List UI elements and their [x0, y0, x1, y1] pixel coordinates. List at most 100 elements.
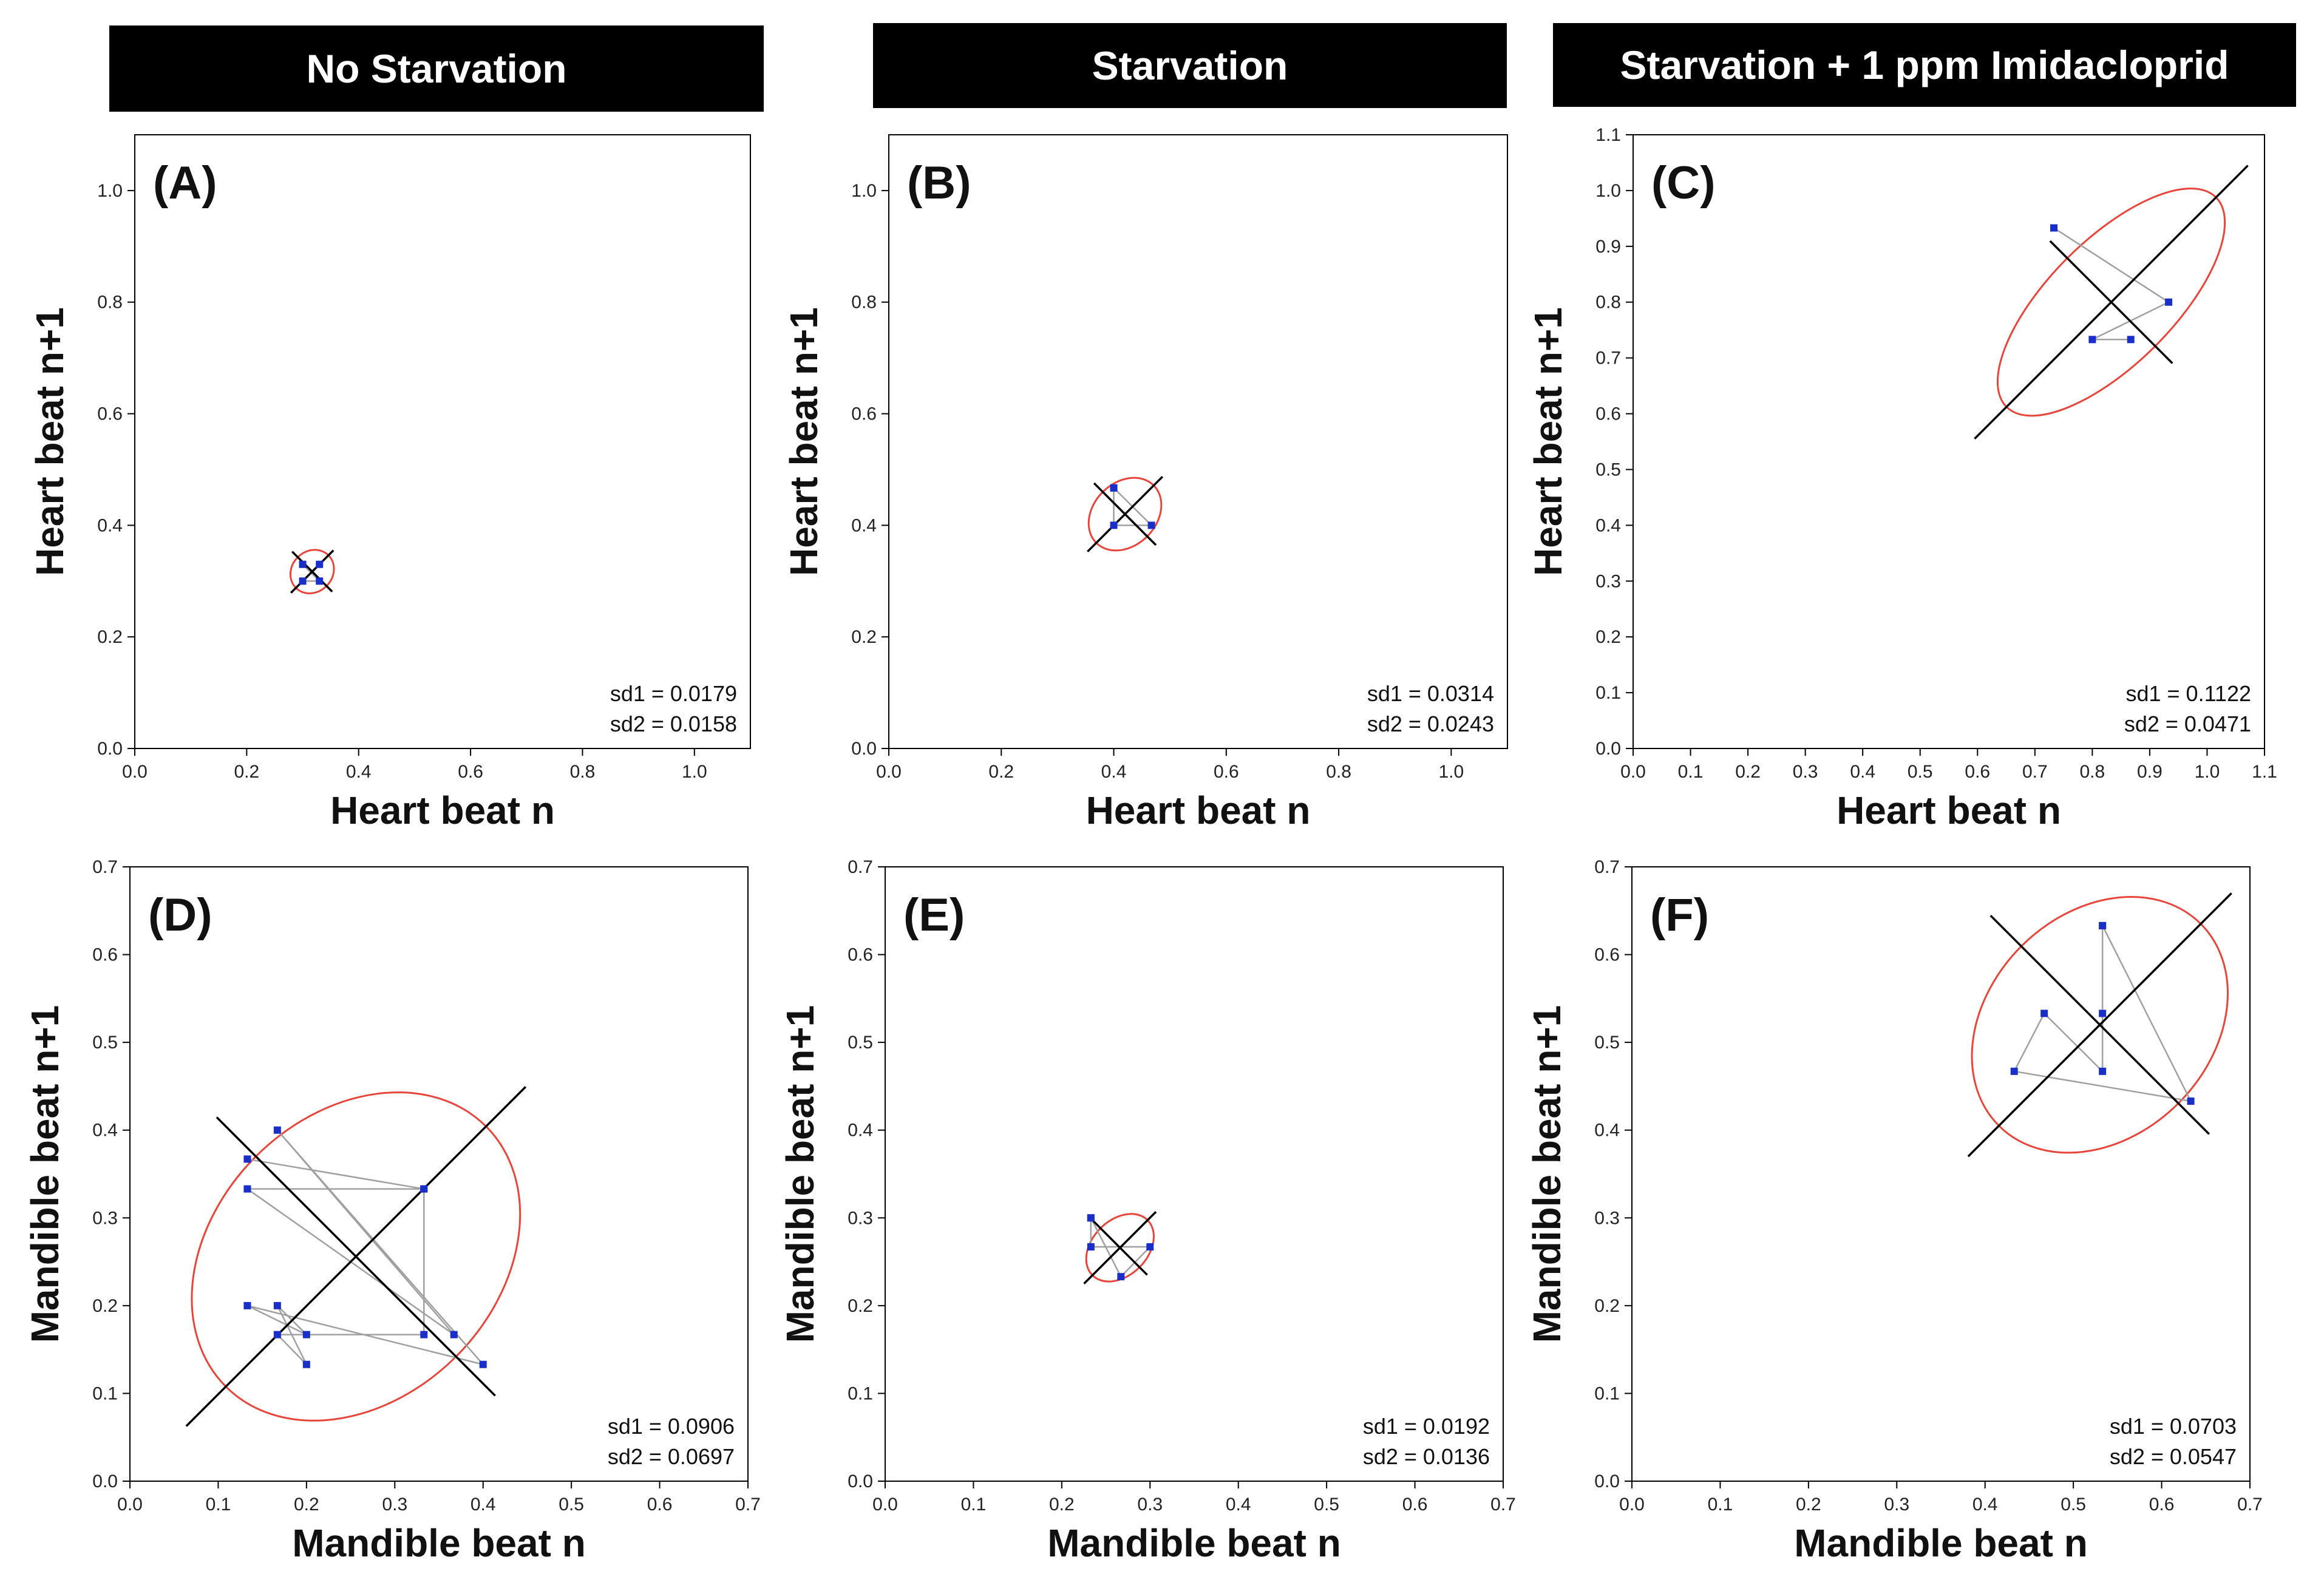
x-tick-label: 0.4: [471, 1495, 496, 1515]
plot-area: [1087, 476, 1164, 552]
plot-frame: [885, 866, 1504, 1482]
data-point: [1110, 521, 1118, 529]
x-tick-label: 1.1: [2252, 762, 2277, 782]
y-tick-label: 0.1: [1594, 1383, 1620, 1403]
sd1-axis-line: [216, 1116, 496, 1397]
plot-area: [289, 549, 335, 594]
x-tick-label: 0.3: [1793, 762, 1818, 782]
data-point: [1087, 1214, 1095, 1222]
y-tick-label: 0.4: [1594, 1121, 1620, 1141]
y-tick-label: 0.6: [851, 404, 877, 424]
y-tick-label: 0.6: [92, 945, 118, 965]
x-tick-label: 0.0: [872, 1495, 898, 1515]
y-tick-label: 0.0: [851, 739, 877, 759]
x-tick-label: 0.3: [382, 1495, 407, 1515]
panel-a: 0.0 0.2 0.4 0.6 0.8 1.0 0.0 0.2 0.4 0.6 0.8 1.0 Hear…: [28, 134, 751, 832]
y-tick-label: 0.7: [848, 857, 873, 877]
x-tick-label: 0.3: [1137, 1495, 1163, 1515]
y-tick-label: 0.6: [1595, 404, 1621, 424]
x-tick-label: 0.2: [1735, 762, 1761, 782]
data-point: [302, 1360, 310, 1368]
y-tick-label: 0.4: [97, 515, 123, 535]
data-point: [2099, 921, 2107, 929]
sd1-label: sd1 = 0.0314: [1367, 681, 1494, 706]
x-axis-label: Mandible beat n: [1794, 1521, 2088, 1565]
data-point: [243, 1301, 251, 1309]
data-point: [273, 1301, 281, 1309]
x-tick-label: 0.3: [1884, 1495, 1909, 1515]
y-tick-label: 0.2: [1594, 1296, 1620, 1316]
x-tick-label: 0.6: [1965, 762, 1990, 782]
data-point: [2187, 1098, 2195, 1105]
y-tick-label: 0.1: [848, 1383, 873, 1403]
sd1-label: sd1 = 0.0703: [2110, 1414, 2237, 1439]
data-point: [1110, 484, 1118, 492]
x-tick-label: 0.6: [458, 762, 483, 782]
x-tick-label: 0.4: [346, 762, 372, 782]
x-tick-label: 0.2: [234, 762, 260, 782]
data-point: [316, 560, 324, 568]
sd1-axis-line: [1989, 914, 2210, 1135]
panel-label: (D): [148, 889, 212, 941]
y-tick-label: 0.7: [1594, 857, 1620, 877]
y-tick-label: 0.6: [848, 945, 873, 965]
data-point: [1117, 1273, 1125, 1281]
x-tick-label: 0.2: [1049, 1495, 1075, 1515]
sd2-label: sd2 = 0.0243: [1367, 711, 1494, 736]
data-point: [302, 1331, 310, 1339]
y-tick-label: 0.5: [92, 1033, 118, 1053]
y-tick-label: 0.7: [92, 857, 118, 877]
y-tick-label: 0.0: [97, 739, 123, 759]
plot-area: [185, 1086, 527, 1427]
x-tick-label: 0.5: [2061, 1495, 2086, 1515]
y-tick-label: 0.0: [1595, 739, 1621, 759]
panel-label: (C): [1651, 157, 1716, 209]
y-tick-label: 0.6: [1594, 945, 1620, 965]
sd1-axis-line: [291, 551, 333, 592]
x-tick-label: 0.9: [2137, 762, 2163, 782]
y-tick-label: 0.8: [851, 293, 877, 313]
x-tick-label: 0.7: [1490, 1495, 1516, 1515]
y-tick-label: 0.8: [1595, 293, 1621, 313]
sd1-axis-line: [1093, 482, 1157, 546]
data-point: [2088, 336, 2096, 344]
data-point: [299, 560, 307, 568]
y-tick-label: 0.2: [851, 627, 877, 647]
y-tick-label: 0.0: [848, 1471, 873, 1491]
x-tick-label: 0.8: [2080, 762, 2105, 782]
x-tick-label: 0.2: [1796, 1495, 1821, 1515]
y-tick-label: 0.4: [848, 1121, 873, 1141]
x-tick-label: 0.1: [961, 1495, 987, 1515]
x-axis-label: Mandible beat n: [292, 1521, 586, 1565]
y-tick-label: 0.7: [1595, 348, 1621, 368]
x-tick-label: 0.0: [122, 762, 148, 782]
x-tick-label: 1.0: [1439, 762, 1464, 782]
data-point: [450, 1331, 458, 1339]
data-point: [2099, 1009, 2107, 1017]
y-tick-label: 0.0: [92, 1471, 118, 1491]
header-starvation-imidacloprid: Starvation + 1 ppm Imidacloprid: [1553, 23, 2296, 107]
y-tick-label: 0.9: [1595, 237, 1621, 257]
y-tick-label: 0.3: [1594, 1208, 1620, 1228]
y-axis-label: Mandible beat n+1: [778, 1005, 822, 1343]
plot-frame: [1633, 134, 2265, 749]
x-tick-label: 0.7: [2237, 1495, 2263, 1515]
y-tick-label: 0.3: [1595, 571, 1621, 591]
x-tick-label: 0.0: [1620, 762, 1646, 782]
x-axis-label: Heart beat n: [330, 789, 555, 832]
x-axis-label: Heart beat n: [1836, 789, 2061, 832]
header-starvation: Starvation: [873, 23, 1507, 108]
y-tick-label: 0.2: [848, 1296, 873, 1316]
header-no-starvation: No Starvation: [109, 25, 764, 112]
y-tick-label: 0.3: [92, 1208, 118, 1228]
panel-d: 0.0 0.1 0.2 0.3 0.4 0.5 0.6 0.7 0.0 0.1 0.2 0.3 0.4 0…: [23, 857, 761, 1565]
data-point: [1147, 521, 1155, 529]
data-point: [2050, 224, 2058, 232]
data-point: [2165, 298, 2173, 306]
x-tick-label: 0.5: [1314, 1495, 1339, 1515]
y-axis-label: Mandible beat n+1: [23, 1005, 67, 1343]
data-point: [316, 577, 324, 585]
x-tick-label: 0.1: [1678, 762, 1704, 782]
y-tick-label: 1.0: [851, 181, 877, 201]
x-tick-label: 0.6: [1214, 762, 1239, 782]
